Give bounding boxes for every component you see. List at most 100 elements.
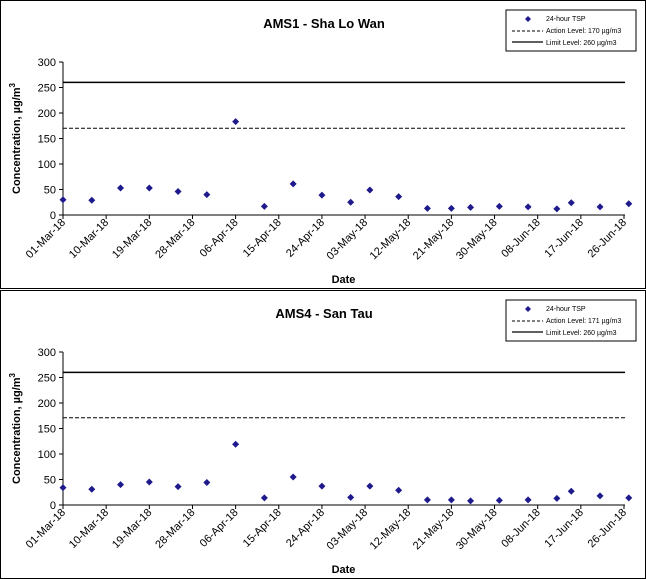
- data-point: [289, 473, 297, 481]
- data-point: [596, 203, 604, 211]
- data-point: [395, 486, 403, 494]
- data-point: [447, 204, 455, 212]
- legend-label-tsp: 24-hour TSP: [546, 306, 586, 313]
- data-point: [174, 188, 182, 196]
- data-point: [203, 191, 211, 199]
- legend-label-limit: Limit Level: 260 µg/m3: [546, 330, 617, 337]
- y-tick-label: 50: [44, 185, 56, 197]
- data-point: [524, 203, 532, 211]
- data-point: [625, 200, 633, 208]
- x-tick-label: 17-Jun-18: [542, 507, 586, 551]
- x-tick-label: 19-Mar-18: [110, 507, 154, 551]
- x-tick-label: 21-May-18: [411, 507, 457, 553]
- y-tick-label: 200: [38, 108, 56, 120]
- chart-title: AMS4 - San Tau: [275, 306, 372, 321]
- x-axis-label: Date: [332, 274, 356, 286]
- data-point: [145, 478, 153, 486]
- legend-marker-tsp: [525, 306, 531, 312]
- y-tick-label: 0: [50, 500, 56, 512]
- data-point: [88, 196, 96, 204]
- legend-label-action: Action Level: 171 µg/m3: [546, 318, 621, 325]
- y-tick-label: 150: [38, 424, 56, 436]
- data-point: [567, 487, 575, 495]
- x-tick-label: 15-Apr-18: [241, 507, 284, 550]
- data-point: [524, 496, 532, 504]
- chart-title: AMS1 - Sha Lo Wan: [263, 16, 385, 31]
- legend: 24-hour TSP Action Level: 170 µg/m3 Limit …: [505, 9, 637, 52]
- data-point: [260, 202, 268, 210]
- x-tick-label: 08-Jun-18: [499, 217, 543, 261]
- chart-ams1: AMS1 - Sha Lo Wan 0 50 100 150 200 250 300 01-Ma…: [8, 9, 637, 286]
- x-tick-label: 06-Apr-18: [198, 507, 241, 550]
- x-tick-label: 30-May-18: [454, 217, 500, 263]
- legend-label-limit: Limit Level: 260 µg/m3: [546, 40, 617, 47]
- data-point: [59, 484, 67, 492]
- x-tick-label: 24-Apr-18: [284, 217, 327, 260]
- data-point: [203, 479, 211, 487]
- data-point: [553, 494, 561, 502]
- x-tick-label: 30-May-18: [454, 507, 500, 553]
- y-axis-label: Concentration, µg/m3: [8, 82, 23, 194]
- legend-marker-tsp: [525, 16, 531, 22]
- data-point: [59, 196, 67, 204]
- x-tick-label: 15-Apr-18: [241, 217, 284, 260]
- y-tick-label: 0: [50, 210, 56, 222]
- data-point: [318, 191, 326, 199]
- data-point: [347, 493, 355, 501]
- data-point: [260, 494, 268, 502]
- data-point: [174, 483, 182, 491]
- data-point: [467, 203, 475, 211]
- chart-panel-ams4: AMS4 - San Tau 0 50 100 150 200 250 300 01-Mar-1…: [0, 290, 646, 579]
- x-tick-label: 26-Jun-18: [586, 217, 630, 261]
- legend: 24-hour TSP Action Level: 171 µg/m3 Limit …: [505, 299, 637, 342]
- data-point: [145, 184, 153, 192]
- y-tick-label: 250: [38, 83, 56, 95]
- legend-label-tsp: 24-hour TSP: [546, 16, 586, 23]
- y-tick-label: 300: [38, 347, 56, 359]
- x-tick-label: 08-Jun-18: [499, 507, 543, 551]
- x-tick-label: 19-Mar-18: [110, 217, 154, 261]
- x-tick-label: 21-May-18: [411, 217, 457, 263]
- y-tick-label: 200: [38, 398, 56, 410]
- data-point: [423, 204, 431, 212]
- chart-ams4: AMS4 - San Tau 0 50 100 150 200 250 300 01-Mar-1…: [8, 299, 637, 576]
- data-point: [232, 440, 240, 448]
- chart-panel-ams1: AMS1 - Sha Lo Wan 0 50 100 150 200 250 300 01-Ma…: [0, 0, 646, 289]
- y-tick-label: 250: [38, 373, 56, 385]
- data-point: [395, 193, 403, 201]
- data-point: [347, 198, 355, 206]
- y-tick-label: 100: [38, 159, 56, 171]
- data-point: [232, 118, 240, 126]
- y-axis-label: Concentration, µg/m3: [8, 372, 23, 484]
- y-tick-label: 150: [38, 134, 56, 146]
- data-point: [88, 485, 96, 493]
- data-point: [318, 482, 326, 490]
- data-point: [366, 482, 374, 490]
- x-tick-label: 17-Jun-18: [542, 217, 586, 261]
- data-point: [467, 497, 475, 505]
- x-axis-label: Date: [332, 564, 356, 576]
- data-point: [447, 496, 455, 504]
- data-point: [289, 180, 297, 188]
- x-tick-label: 26-Jun-18: [586, 507, 630, 551]
- x-tick-label: 10-Mar-18: [67, 217, 111, 261]
- x-tick-label: 10-Mar-18: [67, 507, 111, 551]
- data-point: [495, 496, 503, 504]
- data-point: [423, 496, 431, 504]
- y-tick-label: 50: [44, 475, 56, 487]
- x-tick-label: 24-Apr-18: [284, 507, 327, 550]
- y-tick-label: 100: [38, 449, 56, 461]
- data-point: [117, 481, 125, 489]
- x-tick-label: 28-Mar-18: [153, 217, 197, 261]
- x-tick-label: 03-May-18: [325, 507, 371, 553]
- x-tick-label: 06-Apr-18: [198, 217, 241, 260]
- data-point: [596, 492, 604, 500]
- data-point: [495, 202, 503, 210]
- data-point: [625, 494, 633, 502]
- y-tick-label: 300: [38, 57, 56, 69]
- data-point: [366, 186, 374, 194]
- x-tick-label: 12-May-18: [368, 507, 414, 553]
- legend-label-action: Action Level: 170 µg/m3: [546, 28, 621, 35]
- data-point: [117, 184, 125, 192]
- x-tick-label: 28-Mar-18: [153, 507, 197, 551]
